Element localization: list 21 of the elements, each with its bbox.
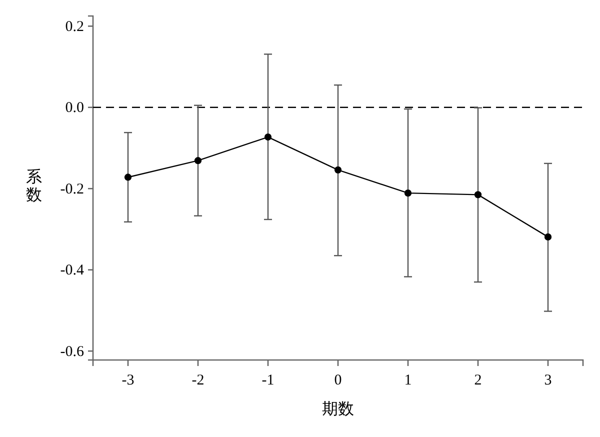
point xyxy=(124,174,132,181)
x-tick-label: 2 xyxy=(474,372,482,389)
x-tick-label: -3 xyxy=(122,372,134,389)
y-tick-label: 0.2 xyxy=(65,18,84,35)
point xyxy=(404,190,412,197)
x-tick-label: 3 xyxy=(544,372,552,389)
x-tick-label: 1 xyxy=(404,372,412,389)
point xyxy=(474,191,482,198)
y-tick-label: -0.2 xyxy=(60,181,84,198)
point xyxy=(544,233,552,240)
point xyxy=(264,133,272,141)
y-tick-label: -0.4 xyxy=(60,262,84,279)
y-axis-title: 系数 xyxy=(26,168,42,204)
y-tick-label: -0.6 xyxy=(60,344,84,360)
point xyxy=(334,166,342,174)
x-tick-label: -1 xyxy=(262,372,274,389)
x-axis-title: 期数 xyxy=(322,400,354,418)
y-tick-label: 0.0 xyxy=(65,100,84,116)
point xyxy=(194,157,202,164)
x-tick-label: -2 xyxy=(192,372,204,389)
x-tick-label: 0 xyxy=(334,372,342,389)
